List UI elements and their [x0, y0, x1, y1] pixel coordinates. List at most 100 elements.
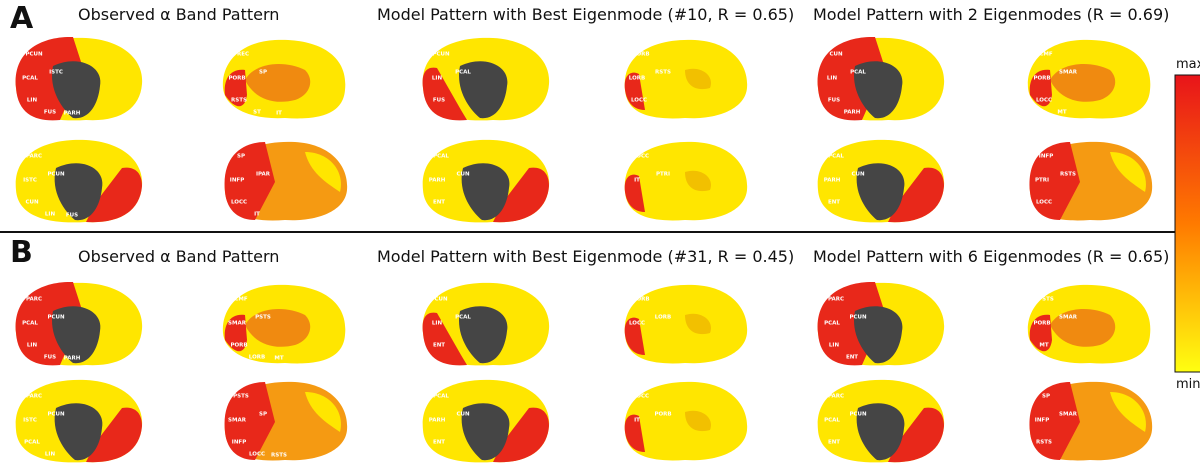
region-label: PARH: [429, 418, 446, 424]
brain: PCAL CUN PARH ENT: [422, 139, 550, 223]
region-label: PARC: [828, 297, 844, 303]
region-label: PORB: [1033, 321, 1050, 327]
region-label: PCUN: [849, 412, 867, 418]
brain: PCAL CUN PARH ENT: [422, 379, 550, 463]
brain: PCAL CUN PARH ENT: [817, 139, 945, 223]
region-label: CUN: [456, 412, 470, 418]
brain: SP IPAR INFP LOCC IT: [224, 141, 348, 221]
region-label: SP: [237, 154, 245, 160]
region-label: SMAR: [1059, 412, 1078, 418]
region-label: INFP: [1035, 418, 1049, 424]
region-label: SMAR: [228, 418, 247, 424]
colorbar-min-label: min: [1176, 377, 1200, 392]
region-label: PARH: [64, 356, 81, 362]
region-label: PCAL: [433, 154, 449, 160]
region-label: PCAL: [824, 418, 840, 424]
region-label: CUN: [434, 297, 448, 303]
brain: PARC PCUN ISTC PCAL LIN: [15, 379, 143, 463]
region-label: SP: [259, 412, 267, 418]
colorbar-max-label: max: [1176, 57, 1200, 72]
region-label: PSTS: [255, 315, 271, 321]
region-label: FUS: [44, 355, 56, 361]
region-label: PARH: [824, 178, 841, 184]
region-label: SMAR: [228, 321, 247, 327]
region-label: LORB: [629, 76, 645, 82]
region-label: FUS: [66, 213, 78, 219]
region-label: PTRI: [1035, 178, 1049, 184]
region-label: RSTS: [1060, 172, 1076, 178]
region-label: PORB: [654, 412, 671, 418]
region-label: INFP: [1039, 154, 1053, 160]
region-label: LIN: [432, 76, 443, 82]
region-label: PARC: [828, 394, 844, 400]
region-label: ENT: [433, 440, 445, 446]
region-label: ST: [253, 110, 261, 116]
region-label: PARC: [26, 154, 42, 160]
region-label: RSTS: [231, 98, 247, 104]
region-label: MT: [1057, 110, 1066, 116]
panel-label: B: [10, 235, 33, 270]
region-label: PCAL: [22, 76, 38, 82]
region-label: PCUN: [849, 315, 867, 321]
region-label: MT: [274, 356, 283, 362]
region-label: LIN: [829, 343, 840, 349]
region-label: PORB: [230, 343, 247, 349]
region-label: SP: [1042, 394, 1050, 400]
region-label: ENT: [846, 355, 858, 361]
brain: PORB RSTS LORB LOCC: [624, 39, 748, 119]
region-label: PORB: [632, 297, 649, 303]
region-label: ENT: [433, 343, 445, 349]
region-label: PREC: [233, 52, 249, 58]
panel-title: Model Pattern with 6 Eigenmodes (R = 0.6…: [813, 247, 1169, 266]
brain: INFP RSTS PTRI LOCC: [1029, 141, 1153, 221]
region-label: PCUN: [47, 172, 65, 178]
region-label: PARC: [26, 394, 42, 400]
region-label: PSTS: [1038, 297, 1054, 303]
region-label: ISTC: [23, 418, 37, 424]
region-label: LIN: [432, 321, 443, 327]
brain: CUN PCAL LIN FUS PARH: [817, 36, 945, 121]
region-label: ENT: [433, 200, 445, 206]
region-label: SP: [259, 70, 267, 76]
region-label: PCAL: [22, 321, 38, 327]
region-label: LIN: [27, 343, 38, 349]
region-label: PARH: [64, 111, 81, 117]
region-label: PCUN: [432, 52, 450, 58]
region-label: LORB: [655, 315, 671, 321]
region-label: LOCC: [249, 452, 265, 458]
brain: LOCC PORB IT: [624, 381, 748, 461]
region-label: PTRI: [656, 172, 670, 178]
region-label: PORB: [1033, 76, 1050, 82]
region-label: LOCC: [1036, 200, 1052, 206]
region-label: PCUN: [47, 315, 65, 321]
panel-title: Observed α Band Pattern: [78, 247, 279, 266]
region-label: PCAL: [850, 70, 866, 76]
region-label: PORB: [228, 76, 245, 82]
region-label: SMAR: [1059, 315, 1078, 321]
region-label: PCAL: [455, 315, 471, 321]
panel-title: Model Pattern with Best Eigenmode (#10, …: [377, 5, 794, 24]
region-label: IT: [634, 178, 640, 184]
region-label: FUS: [433, 98, 445, 104]
region-label: CMF: [1039, 52, 1053, 58]
region-label: INFP: [232, 440, 246, 446]
region-label: PSTS: [233, 394, 249, 400]
region-label: SMAR: [1059, 70, 1078, 76]
brain: PARC PCUN PCAL ENT: [817, 379, 945, 463]
region-label: LIN: [827, 76, 838, 82]
region-label: LIN: [45, 212, 56, 218]
region-label: IT: [254, 212, 260, 218]
region-label: LOCC: [633, 394, 649, 400]
region-label: LIN: [45, 452, 56, 458]
brain: SP SMAR INFP RSTS: [1029, 381, 1153, 461]
region-label: LOCC: [629, 321, 645, 327]
region-label: LORB: [249, 355, 265, 361]
region-label: CUN: [851, 172, 865, 178]
region-label: PORB: [632, 52, 649, 58]
region-label: IT: [276, 111, 282, 117]
panel-title: Model Pattern with Best Eigenmode (#31, …: [377, 247, 794, 266]
region-label: PCAL: [455, 70, 471, 76]
region-label: FUS: [44, 110, 56, 116]
